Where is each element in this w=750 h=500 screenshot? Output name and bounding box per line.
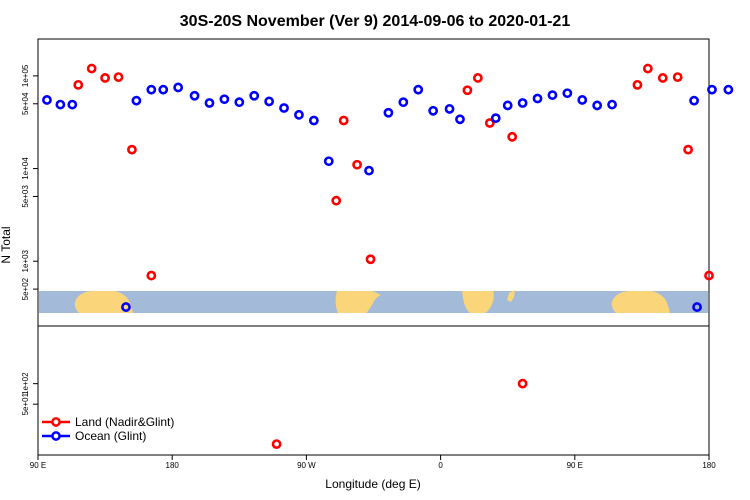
ocean-point [607, 99, 617, 110]
ocean-point [308, 115, 319, 126]
land-point [642, 63, 653, 74]
ocean-point [502, 100, 513, 111]
ocean-point [364, 165, 374, 176]
x-tick-label: 180 [166, 461, 180, 470]
legend-ocean-label: Ocean (Glint) [75, 429, 146, 443]
x-tick-label: 90 E [567, 461, 583, 470]
land-point [462, 85, 473, 96]
land-point [338, 115, 349, 126]
land-mass-south-america [335, 291, 381, 313]
ocean-point [249, 90, 260, 101]
x-tick-label: 0 [438, 461, 443, 470]
y-bottom-tick-label: 5e+01 [21, 392, 30, 415]
ocean-point [279, 103, 289, 113]
land-point [657, 73, 668, 83]
ocean-point [42, 95, 52, 105]
land-point [683, 144, 694, 155]
legend-land-marker [51, 417, 61, 427]
ocean-point [55, 99, 66, 110]
ocean-point [490, 113, 501, 124]
x-tick-label: 90 E [30, 461, 46, 470]
ocean-point [592, 100, 603, 111]
ocean-point [413, 84, 424, 95]
ocean-point [689, 95, 699, 106]
ocean-series [42, 82, 734, 312]
ocean-point [428, 105, 439, 116]
ocean-point [707, 84, 717, 95]
ocean-point [723, 84, 734, 95]
y-top-tick-label: 5e+04 [21, 92, 30, 115]
y-top-tick-label: 5e+02 [21, 277, 30, 300]
ocean-point [234, 97, 245, 108]
ocean-point [189, 90, 200, 101]
land-point [672, 72, 683, 83]
land-point [73, 79, 84, 90]
bottom-panel-frame [37, 325, 710, 456]
land-series [73, 63, 714, 450]
ocean-point [204, 98, 215, 108]
top-panel-frame [37, 38, 710, 327]
ocean-point [444, 104, 455, 114]
land-mass-australia-repeat [611, 291, 670, 313]
land-point [113, 72, 124, 83]
ocean-point [294, 109, 304, 120]
land-point [507, 131, 518, 142]
ocean-point [562, 88, 573, 99]
land-point [517, 378, 528, 389]
legend-land-label: Land (Nadir&Glint) [75, 415, 174, 429]
x-axis: 90 E 180 90 W 0 90 E 180 [30, 455, 716, 470]
chart-title: 30S-20S November (Ver 9) 2014-09-06 to 2… [180, 13, 571, 30]
legend: Land (Nadir&Glint) Ocean (Glint) [42, 415, 174, 443]
ocean-point [577, 95, 588, 105]
ocean-point [547, 90, 558, 101]
ocean-point [131, 95, 142, 106]
ocean-point [455, 114, 465, 125]
ocean-point [517, 98, 528, 108]
land-band [39, 290, 708, 313]
land-point [632, 79, 643, 90]
y-axis-label: N Total [0, 226, 13, 263]
ocean-point [146, 84, 157, 95]
land-mass-madagascar [507, 290, 515, 302]
legend-ocean-marker [51, 431, 61, 441]
land-point [331, 195, 342, 206]
land-point [86, 63, 97, 74]
land-point [100, 73, 110, 83]
ocean-point [383, 107, 394, 118]
y-top-tick-label: 1e+03 [21, 249, 30, 272]
ocean-point [532, 93, 543, 104]
ocean-point [121, 302, 131, 312]
ocean-point [219, 94, 230, 105]
x-tick-label: 90 W [297, 461, 316, 470]
land-point [352, 159, 362, 170]
x-axis-label: Longitude (deg E) [325, 477, 420, 491]
x-tick-label: 180 [702, 461, 716, 470]
land-point [146, 270, 157, 281]
ocean-point [67, 99, 78, 110]
y-top-tick-label: 1e+05 [21, 64, 30, 87]
y-axis-top: 5e+02 1e+03 5e+03 1e+04 5e+04 1e+05 [21, 64, 38, 300]
ocean-point [264, 96, 275, 107]
land-point [365, 254, 376, 265]
land-mass-africa [462, 291, 494, 313]
land-mass-australia [74, 291, 133, 313]
land-point [472, 73, 483, 83]
ocean-point [323, 156, 334, 167]
y-bottom-tick-label: 1e+02 [21, 372, 30, 395]
ocean-point [692, 302, 702, 312]
y-top-tick-label: 1e+04 [21, 157, 30, 180]
land-point [127, 144, 137, 155]
ocean-point [158, 84, 169, 95]
y-top-tick-label: 5e+03 [21, 185, 30, 208]
ocean-point [173, 82, 184, 93]
ocean-point [398, 97, 409, 108]
land-point [484, 118, 495, 128]
land-point [271, 439, 282, 450]
land-point [704, 270, 714, 281]
